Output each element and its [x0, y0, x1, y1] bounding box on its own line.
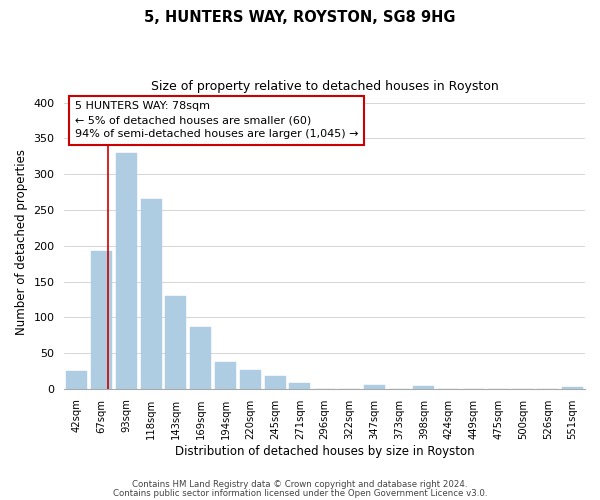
X-axis label: Distribution of detached houses by size in Royston: Distribution of detached houses by size … — [175, 444, 475, 458]
Bar — [116, 154, 137, 389]
Bar — [91, 251, 112, 389]
Bar — [364, 386, 385, 389]
Y-axis label: Number of detached properties: Number of detached properties — [15, 149, 28, 335]
Bar — [240, 370, 261, 389]
Bar — [215, 362, 236, 389]
Bar — [140, 198, 162, 389]
Text: Contains public sector information licensed under the Open Government Licence v3: Contains public sector information licen… — [113, 488, 487, 498]
Text: 5 HUNTERS WAY: 78sqm
← 5% of detached houses are smaller (60)
94% of semi-detach: 5 HUNTERS WAY: 78sqm ← 5% of detached ho… — [75, 102, 358, 140]
Bar — [413, 386, 434, 389]
Title: Size of property relative to detached houses in Royston: Size of property relative to detached ho… — [151, 80, 499, 93]
Bar — [289, 383, 310, 389]
Text: 5, HUNTERS WAY, ROYSTON, SG8 9HG: 5, HUNTERS WAY, ROYSTON, SG8 9HG — [144, 10, 456, 25]
Bar — [166, 296, 187, 389]
Bar — [562, 386, 583, 389]
Bar — [190, 328, 211, 389]
Bar — [66, 371, 88, 389]
Bar — [265, 376, 286, 389]
Text: Contains HM Land Registry data © Crown copyright and database right 2024.: Contains HM Land Registry data © Crown c… — [132, 480, 468, 489]
